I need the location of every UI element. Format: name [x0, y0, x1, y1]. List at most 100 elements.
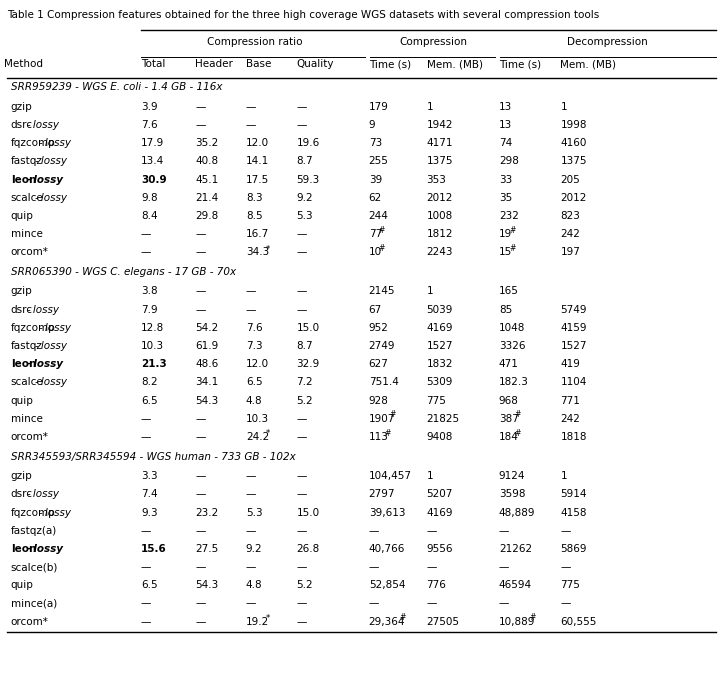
Text: 2012: 2012: [560, 193, 586, 203]
Text: 1104: 1104: [560, 377, 586, 388]
Text: —: —: [195, 489, 205, 499]
Text: 2243: 2243: [427, 247, 453, 257]
Text: 12.0: 12.0: [246, 138, 269, 148]
Text: 242: 242: [560, 414, 580, 424]
Text: - lossy: - lossy: [27, 359, 63, 369]
Text: Decompression: Decompression: [567, 37, 648, 47]
Text: scalce: scalce: [11, 193, 43, 203]
Text: 54.3: 54.3: [195, 396, 218, 406]
Text: 8.7: 8.7: [296, 341, 313, 351]
Text: 7.6: 7.6: [246, 323, 262, 333]
Text: 8.7: 8.7: [296, 156, 313, 166]
Text: —: —: [296, 286, 307, 297]
Text: 5207: 5207: [427, 489, 453, 499]
Text: 10,889: 10,889: [499, 617, 535, 627]
Text: —: —: [246, 305, 256, 315]
Text: —: —: [499, 599, 509, 609]
Text: 10.3: 10.3: [246, 414, 269, 424]
Text: 5749: 5749: [560, 305, 587, 315]
Text: 182.3: 182.3: [499, 377, 529, 388]
Text: 298: 298: [499, 156, 518, 166]
Text: —: —: [195, 471, 205, 481]
Text: 15.6: 15.6: [141, 544, 167, 554]
Text: - lossy: - lossy: [35, 193, 67, 203]
Text: 67: 67: [369, 305, 382, 315]
Text: gzip: gzip: [11, 286, 33, 297]
Text: 4160: 4160: [560, 138, 586, 148]
Text: 46594: 46594: [499, 580, 532, 590]
Text: 8.5: 8.5: [246, 211, 262, 221]
Text: *: *: [266, 429, 270, 438]
Text: 1008: 1008: [427, 211, 453, 221]
Text: - lossy: - lossy: [35, 377, 67, 388]
Text: 59.3: 59.3: [296, 175, 320, 185]
Text: 23.2: 23.2: [195, 508, 218, 518]
Text: 9.2: 9.2: [246, 544, 262, 554]
Text: —: —: [141, 526, 151, 536]
Text: - lossy: - lossy: [35, 341, 67, 351]
Text: 4.8: 4.8: [246, 396, 262, 406]
Text: —: —: [195, 305, 205, 315]
Text: —: —: [560, 526, 570, 536]
Text: 1375: 1375: [560, 156, 587, 166]
Text: - lossy: - lossy: [39, 508, 71, 518]
Text: 40.8: 40.8: [195, 156, 218, 166]
Text: Mem. (MB): Mem. (MB): [560, 59, 616, 69]
Text: —: —: [296, 562, 307, 572]
Text: Method: Method: [4, 59, 43, 69]
Text: 9: 9: [369, 120, 375, 130]
Text: 244: 244: [369, 211, 388, 221]
Text: —: —: [141, 414, 151, 424]
Text: 33: 33: [499, 175, 512, 185]
Text: 8.2: 8.2: [141, 377, 158, 388]
Text: 54.2: 54.2: [195, 323, 218, 333]
Text: #: #: [389, 410, 395, 419]
Text: —: —: [195, 617, 205, 627]
Text: mince(a): mince(a): [11, 599, 57, 609]
Text: 4.8: 4.8: [246, 580, 262, 590]
Text: 21825: 21825: [427, 414, 460, 424]
Text: 12.0: 12.0: [246, 359, 269, 369]
Text: 7.6: 7.6: [141, 120, 158, 130]
Text: 1942: 1942: [427, 120, 453, 130]
Text: 26.8: 26.8: [296, 544, 320, 554]
Text: 1: 1: [427, 471, 433, 481]
Text: Base: Base: [246, 59, 271, 69]
Text: Time (s): Time (s): [499, 59, 541, 69]
Text: #: #: [514, 429, 521, 437]
Text: 52,854: 52,854: [369, 580, 405, 590]
Text: #: #: [379, 226, 385, 235]
Text: fqzcomp: fqzcomp: [11, 138, 56, 148]
Text: 73: 73: [369, 138, 382, 148]
Text: 2749: 2749: [369, 341, 395, 351]
Text: 255: 255: [369, 156, 388, 166]
Text: dsrc: dsrc: [11, 120, 33, 130]
Text: 61.9: 61.9: [195, 341, 218, 351]
Text: —: —: [560, 599, 570, 609]
Text: 3.3: 3.3: [141, 471, 158, 481]
Text: 9.3: 9.3: [141, 508, 158, 518]
Text: 17.9: 17.9: [141, 138, 164, 148]
Text: 9556: 9556: [427, 544, 453, 554]
Text: orcom*: orcom*: [11, 432, 48, 442]
Text: 952: 952: [369, 323, 388, 333]
Text: —: —: [499, 526, 509, 536]
Text: 1998: 1998: [560, 120, 587, 130]
Text: 232: 232: [499, 211, 518, 221]
Text: mince: mince: [11, 414, 43, 424]
Text: - lossy: - lossy: [27, 120, 59, 130]
Text: 627: 627: [369, 359, 388, 369]
Text: SRR959239 - WGS E. coli - 1.4 GB - 116x: SRR959239 - WGS E. coli - 1.4 GB - 116x: [11, 82, 223, 92]
Text: 30.9: 30.9: [141, 175, 166, 185]
Text: —: —: [296, 471, 307, 481]
Text: 6.5: 6.5: [141, 396, 158, 406]
Text: —: —: [296, 617, 307, 627]
Text: #: #: [514, 410, 521, 419]
Text: 7.3: 7.3: [246, 341, 262, 351]
Text: —: —: [195, 120, 205, 130]
Text: 13: 13: [499, 120, 512, 130]
Text: 19: 19: [499, 229, 512, 239]
Text: —: —: [195, 102, 205, 112]
Text: —: —: [296, 526, 307, 536]
Text: —: —: [141, 247, 151, 257]
